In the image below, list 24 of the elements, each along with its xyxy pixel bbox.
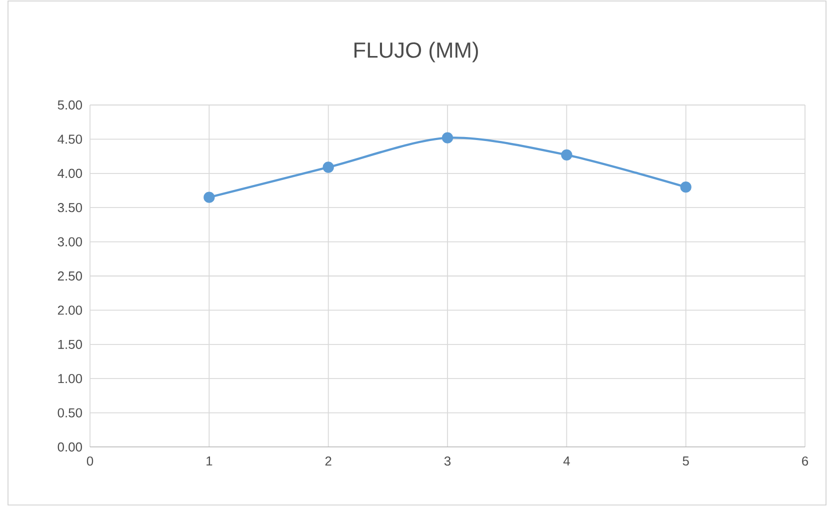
point [204, 192, 215, 203]
chart-title: FLUJO (MM) [354, 42, 478, 62]
y-tick-label: 5.00 [58, 100, 82, 110]
y-tick-label: 4.00 [58, 168, 82, 178]
x-tick-label: 4 [563, 456, 570, 466]
point [442, 132, 454, 144]
y-tick-label: 2.00 [58, 306, 82, 315]
y-tick-label: 0.00 [58, 442, 82, 452]
y-tick-label: 3.00 [58, 237, 82, 246]
x-tick-label: 2 [325, 456, 332, 466]
x-tick-label: 1 [206, 456, 212, 466]
x-tick-label: 6 [802, 456, 808, 466]
y-tick-label: 3.50 [58, 203, 82, 212]
x-tick-label: 0 [86, 456, 94, 466]
y-tick-label: 2.50 [58, 271, 82, 281]
y-tick-label: 0.50 [58, 408, 82, 418]
point [561, 149, 572, 161]
y-tick-label: 1.50 [58, 340, 82, 349]
x-tick-label: 5 [682, 456, 689, 466]
y-tick-label: 4.50 [58, 134, 82, 144]
point [322, 162, 334, 173]
point [680, 182, 692, 193]
x-tick-label: 3 [444, 456, 451, 466]
y-tick-label: 1.00 [58, 374, 82, 384]
